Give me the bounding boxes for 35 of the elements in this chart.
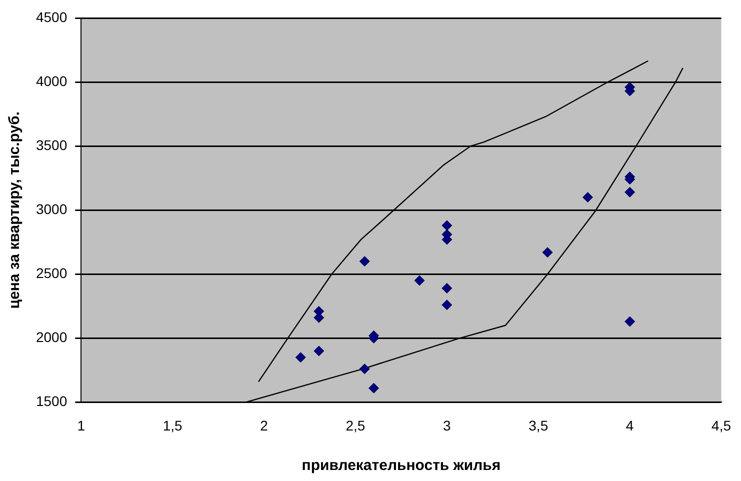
point xyxy=(442,282,452,294)
y-tick-label: 2000 xyxy=(36,329,68,346)
x-tick-label: 3 xyxy=(443,417,452,434)
point xyxy=(624,86,636,96)
point xyxy=(314,312,324,323)
x-tick-label: 2 xyxy=(260,417,268,434)
y-axis-title: цена за квартиру, тыс.руб. xyxy=(6,111,24,309)
y-tick-label: 3500 xyxy=(36,136,68,153)
point xyxy=(624,316,636,327)
point xyxy=(368,332,380,344)
y-tick-label: 2500 xyxy=(36,264,68,281)
point xyxy=(359,256,370,267)
x-tick-label: 4 xyxy=(626,417,634,434)
x-axis-title: привлекательность жилья xyxy=(302,457,501,474)
y-tick-label: 3000 xyxy=(36,200,68,217)
point xyxy=(542,247,553,258)
point xyxy=(359,364,370,374)
point xyxy=(314,346,324,356)
point xyxy=(624,186,636,198)
y-tick-label: 4000 xyxy=(36,72,68,89)
x-tick-label: 1,5 xyxy=(162,417,183,434)
point xyxy=(624,174,636,185)
x-tick-label: 4,5 xyxy=(712,417,732,434)
point xyxy=(414,275,425,286)
point xyxy=(295,352,306,363)
x-tick-label: 3,5 xyxy=(528,417,548,434)
point xyxy=(442,300,452,310)
y-tick-label: 1500 xyxy=(36,393,68,410)
point xyxy=(442,234,452,245)
x-tick-label: 2,5 xyxy=(346,417,366,434)
point xyxy=(582,192,594,203)
point xyxy=(442,220,452,231)
point xyxy=(368,382,380,394)
x-tick-label: 1 xyxy=(77,417,86,434)
y-tick-label: 4500 xyxy=(36,8,68,25)
